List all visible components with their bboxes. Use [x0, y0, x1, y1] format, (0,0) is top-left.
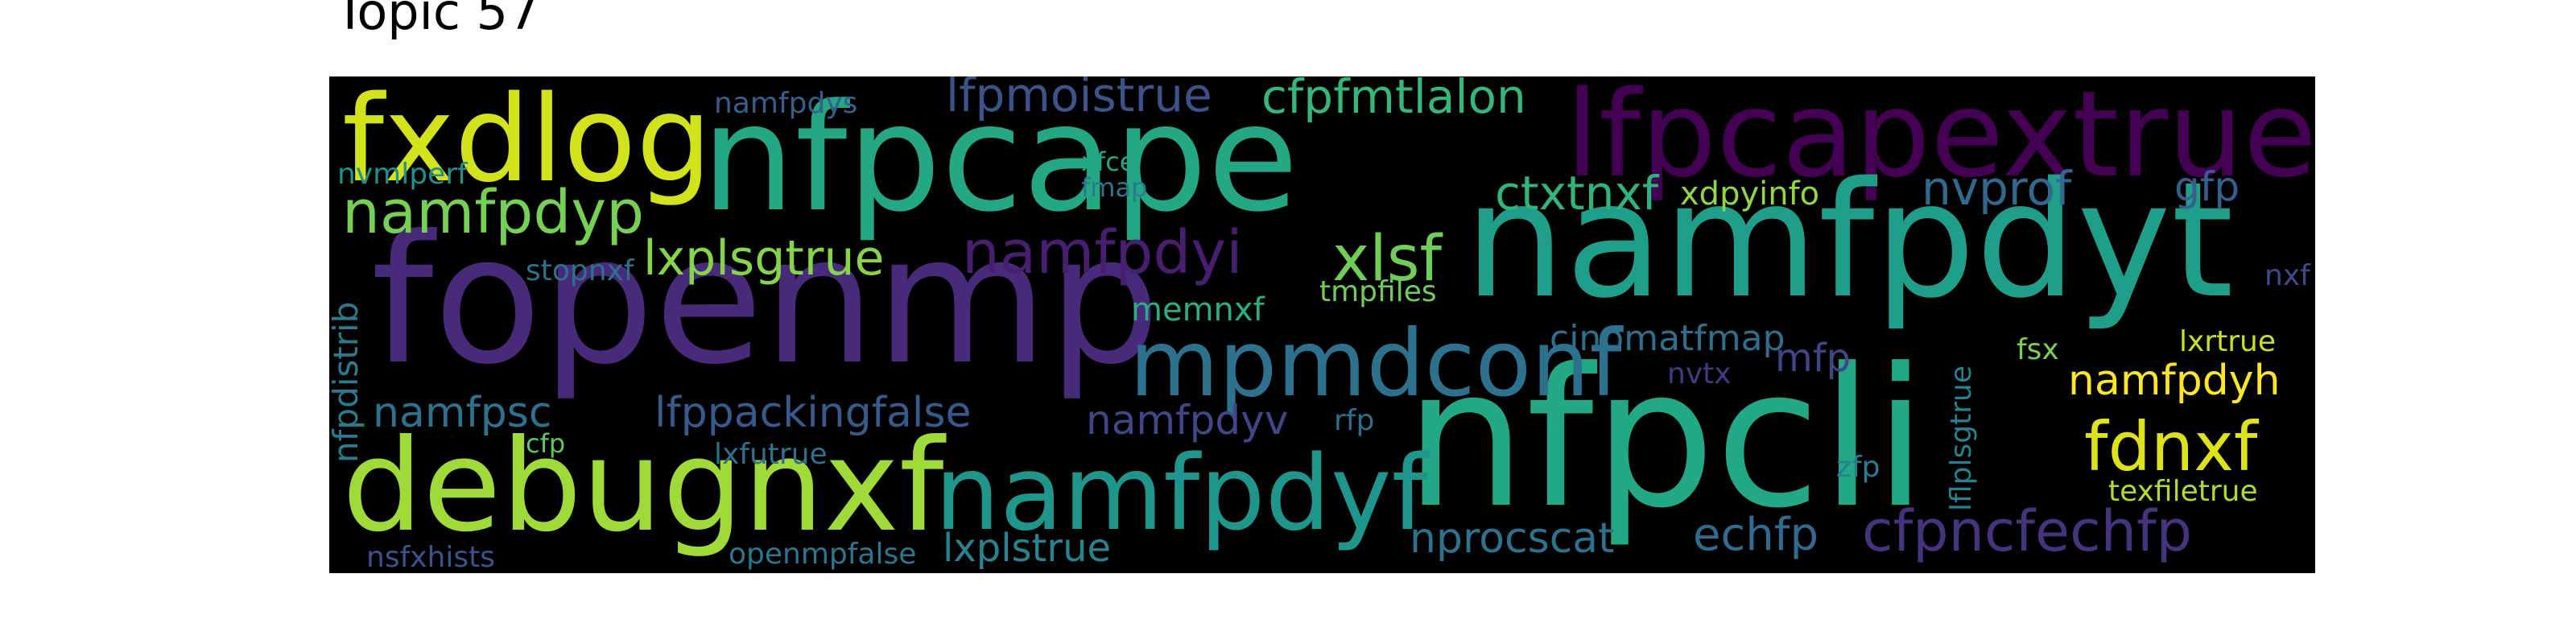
word-lfpcapextrue: lfpcapextrue — [1566, 76, 2315, 204]
word-mpmdconf: mpmdconf — [1129, 310, 1622, 417]
word-lfppackingfalse: lfppackingfalse — [654, 389, 972, 437]
word-xlsf: xlsf — [1332, 223, 1442, 295]
word-cfpfmtlalon: cfpfmtlalon — [1261, 76, 1526, 124]
word-debugnxf: debugnxf — [342, 412, 944, 560]
word-lflplsgtrue: lflplsgtrue — [1945, 365, 1978, 511]
word-lxfutrue: lxfutrue — [714, 438, 828, 471]
word-namfpdys: namfpdys — [714, 87, 858, 120]
word-lxplsgtrue: lxplsgtrue — [643, 230, 885, 287]
word-nvtx: nvtx — [1667, 357, 1732, 390]
word-namfpdyv: namfpdyv — [1086, 397, 1289, 444]
word-namfpsc: namfpsc — [373, 389, 552, 437]
word-namfpdyh: namfpdyh — [2068, 357, 2281, 405]
word-xfce: xfce — [1081, 147, 1136, 177]
word-ctxtnxf: ctxtnxf — [1495, 166, 1659, 221]
word-xdpyinfo: xdpyinfo — [1680, 175, 1820, 213]
word-namfpdyp: namfpdyp — [342, 178, 645, 247]
word-fxdlog: fxdlog — [342, 76, 712, 208]
word-cloud: nfpcape lfpcapextrue fxdlog namfpdyt fop… — [329, 76, 2315, 573]
word-texfiletrue: texfiletrue — [2108, 475, 2258, 508]
word-fdnxf: fdnxf — [2084, 407, 2258, 486]
word-cfp: cfp — [526, 428, 566, 459]
word-tmpfiles: tmpfiles — [1319, 275, 1437, 308]
word-fmap: fmap — [1081, 172, 1148, 203]
word-openmpfalse: openmpfalse — [729, 538, 917, 571]
word-fsx: fsx — [2017, 333, 2059, 366]
word-cinpmatfmap: cinpmatfmap — [1550, 318, 1785, 359]
word-lxplstrue: lxplstrue — [943, 526, 1112, 571]
word-nprocscat: nprocscat — [1410, 514, 1615, 563]
word-namfpdyt: namfpdyt — [1464, 147, 2234, 333]
word-mfp: mfp — [1775, 336, 1852, 381]
word-lxrtrue: lxrtrue — [2179, 325, 2276, 358]
figure-title: Topic 57 — [335, 0, 540, 41]
word-lfpmoistrue: lfpmoistrue — [946, 76, 1212, 122]
word-echfp: echfp — [1693, 509, 1818, 561]
word-gfp: gfp — [2174, 163, 2240, 210]
word-namfpdyf: namfpdyf — [935, 434, 1428, 554]
word-nsfxhists: nsfxhists — [366, 541, 495, 573]
word-fopenmp: fopenmp — [371, 197, 1161, 403]
word-cfpncfechfp: cfpncfechfp — [1862, 498, 2193, 564]
word-nfpcape: nfpcape — [701, 76, 1299, 245]
word-nvmlperf: nvmlperf — [337, 158, 468, 191]
word-nfpdistrib: nfpdistrib — [329, 301, 365, 463]
word-namfpdyi: namfpdyi — [962, 218, 1243, 287]
word-nvprof: nvprof — [1922, 161, 2072, 216]
word-nfpcli: nfpcli — [1405, 328, 1927, 551]
word-nxf: nxf — [2264, 259, 2310, 292]
word-memnxf: memnxf — [1131, 291, 1265, 328]
word-rfp: rfp — [1334, 404, 1375, 437]
word-stopnxf: stopnxf — [526, 254, 634, 287]
word-zfp: zfp — [1836, 451, 1880, 484]
